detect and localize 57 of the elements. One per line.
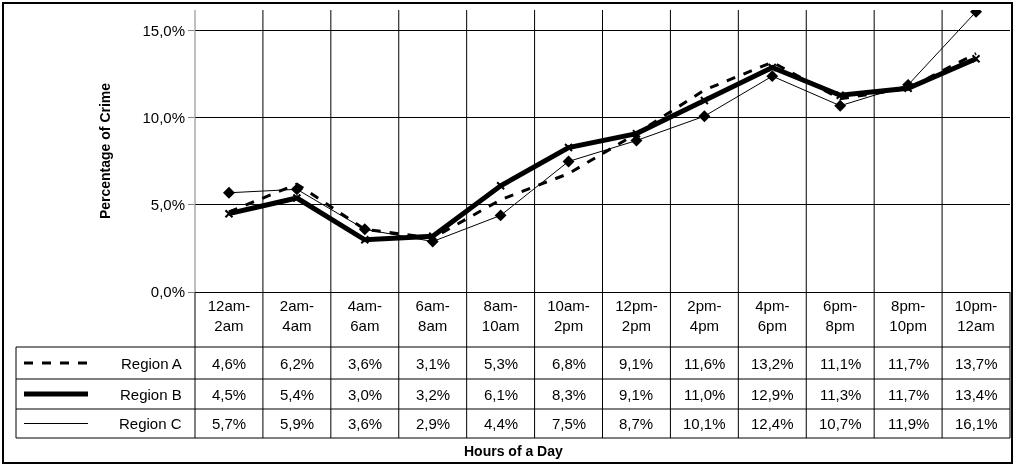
data-label: 3,2% [416, 386, 451, 403]
data-label: 11,0% [684, 386, 726, 403]
x-tick-label: 8am-10am [481, 297, 520, 334]
data-label: 6,8% [552, 355, 587, 372]
data-label: 9,1% [619, 355, 654, 372]
data-label: 4,4% [484, 415, 519, 432]
x-tick-label: 2am-4am [279, 297, 314, 334]
data-label: 6,2% [280, 355, 315, 372]
data-label: 11,6% [684, 355, 726, 372]
data-label: 13,4% [955, 386, 998, 403]
data-label: 11,7% [888, 355, 930, 372]
data-label: 5,4% [280, 386, 315, 403]
data-label: 11,7% [888, 386, 930, 403]
data-label: 3,6% [348, 415, 383, 432]
x-tick-label: 12pm-2pm [615, 297, 658, 334]
data-label: 3,6% [348, 355, 383, 372]
legend-label: Region C [119, 415, 182, 432]
data-label: 11,3% [820, 386, 862, 403]
x-tick-label: 10am-2pm [547, 297, 590, 334]
data-label: 8,3% [552, 386, 587, 403]
data-label: 10,1% [683, 415, 726, 432]
x-tick-label: 8pm-10pm [889, 297, 927, 334]
y-tick-label: 0,0% [150, 283, 185, 301]
data-label: 13,2% [751, 355, 794, 372]
data-label: 9,1% [619, 386, 654, 403]
data-label: 5,9% [280, 415, 315, 432]
data-label: 7,5% [552, 415, 587, 432]
x-tick-label: 6pm-8pm [823, 297, 858, 334]
x-tick-label: 2pm-4pm [687, 297, 722, 334]
x-tick-label: 12am-2am [207, 297, 251, 334]
y-tick-label: 5,0% [150, 196, 185, 214]
data-label: 4,6% [212, 355, 247, 372]
y-tick-label: 10,0% [142, 109, 185, 127]
data-label: 10,7% [819, 415, 862, 432]
data-label: 5,7% [212, 415, 247, 432]
legend-label: Region A [121, 355, 182, 372]
y-tick-label: 15,0% [142, 22, 185, 40]
legend-label: Region B [120, 386, 182, 403]
data-label: 16,1% [955, 415, 998, 432]
data-label: 3,1% [416, 355, 451, 372]
text: Hours of a Day [464, 443, 564, 459]
data-label: 3,0% [348, 386, 383, 403]
x-tick-label: 4pm-6pm [755, 297, 790, 334]
data-label: 8,7% [619, 415, 654, 432]
x-tick-label: 10pm-12am [954, 297, 998, 334]
data-label: 11,1% [820, 355, 862, 372]
data-label: 4,5% [212, 386, 247, 403]
data-label: 5,3% [484, 355, 519, 372]
data-label: 11,9% [888, 415, 930, 432]
data-label: 2,9% [416, 415, 451, 432]
data-label: 12,4% [751, 415, 794, 432]
data-label: 13,7% [955, 355, 998, 372]
x-tick-label: 6am-8am [415, 297, 450, 334]
data-label: 6,1% [484, 386, 519, 403]
y-axis-title: Percentage of Crime [97, 82, 114, 220]
x-tick-label: 4am-6am [347, 297, 382, 334]
data-label: 12,9% [751, 386, 794, 403]
